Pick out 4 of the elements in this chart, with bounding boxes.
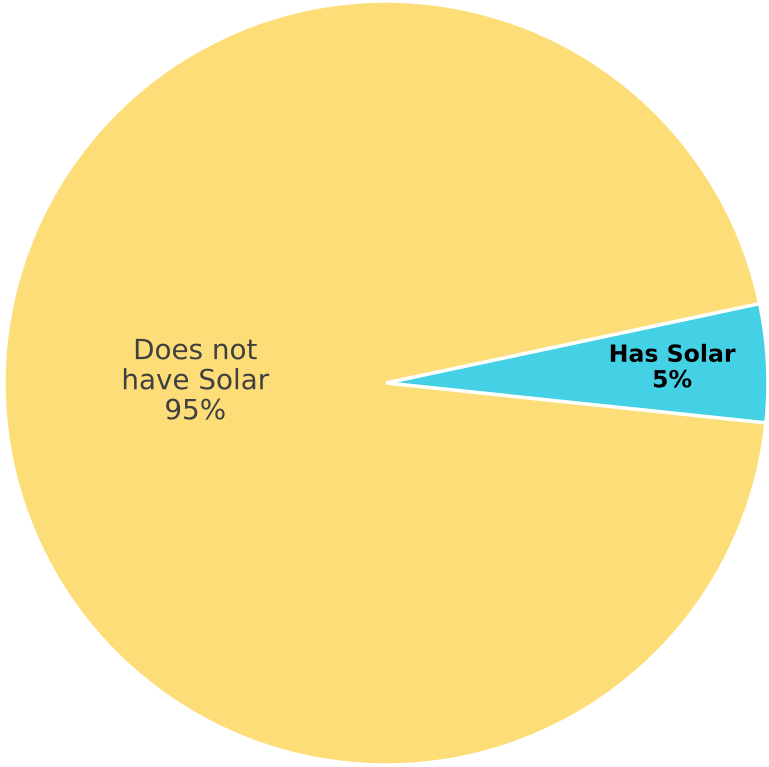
data-label: 95% bbox=[166, 398, 225, 420]
slice-label: Has Solar bbox=[610, 344, 736, 362]
slice-label: Does not have Solar bbox=[124, 338, 270, 390]
data-label: 5% bbox=[654, 370, 692, 388]
